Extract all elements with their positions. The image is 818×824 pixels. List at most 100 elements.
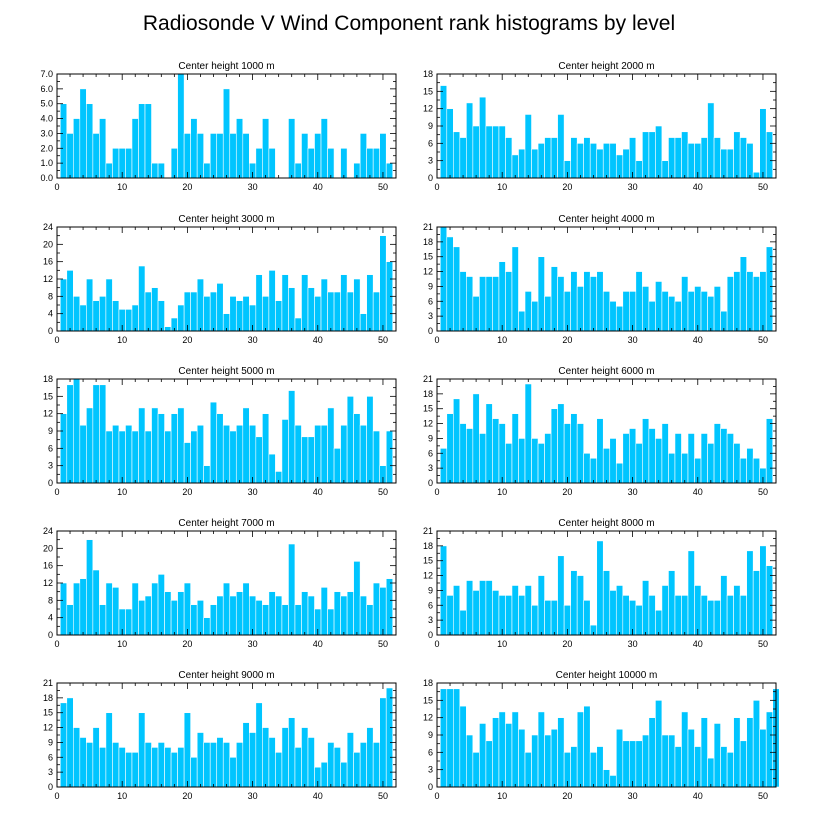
histogram-bar <box>190 756 198 788</box>
y-tick-label: 6.0 <box>40 84 53 94</box>
y-tick-label: 6 <box>428 747 433 757</box>
histogram-bar <box>746 550 754 636</box>
histogram-bar <box>479 433 487 484</box>
histogram-bar <box>583 271 591 332</box>
histogram-bar <box>138 265 146 332</box>
histogram-bar <box>177 591 185 636</box>
histogram-bar <box>707 102 715 179</box>
histogram-bar <box>739 457 747 484</box>
histogram-bar <box>99 604 107 636</box>
histogram-bar <box>707 443 715 484</box>
y-tick-label: 0 <box>428 478 433 488</box>
histogram-bar <box>151 582 159 636</box>
histogram-bar <box>550 408 558 484</box>
histogram-bar <box>642 418 650 484</box>
histogram-bar <box>765 131 774 179</box>
histogram-bar <box>713 723 721 788</box>
histogram-bar <box>596 746 604 788</box>
histogram-bar <box>131 430 139 484</box>
y-tick-label: 3 <box>428 311 433 321</box>
histogram-bar <box>700 717 708 788</box>
histogram-bar <box>759 108 767 179</box>
histogram-bar <box>327 742 335 788</box>
histogram-bar <box>609 300 617 332</box>
histogram-bar <box>609 143 617 179</box>
y-tick-label: 20 <box>43 239 53 249</box>
panel-title: Center height 3000 m <box>178 214 274 225</box>
histogram-bar <box>372 430 381 484</box>
y-tick-label: 9 <box>48 737 53 747</box>
histogram-bar <box>720 575 728 636</box>
histogram-bar <box>112 300 120 332</box>
histogram-bar <box>739 137 747 179</box>
histogram-bar <box>452 131 461 179</box>
histogram-bar <box>255 436 263 484</box>
y-tick-label: 21 <box>423 374 433 384</box>
histogram-bar <box>446 108 454 179</box>
histogram-bar <box>537 575 545 636</box>
histogram-bar <box>713 600 721 636</box>
histogram-bar <box>249 732 257 788</box>
x-tick-label: 0 <box>54 182 59 192</box>
histogram-bar <box>537 443 545 484</box>
x-tick-label: 30 <box>248 791 258 801</box>
x-tick-label: 10 <box>117 639 127 649</box>
x-tick-label: 10 <box>497 639 507 649</box>
histogram-bar <box>131 582 139 636</box>
histogram-bar <box>505 723 513 788</box>
histogram-bar <box>372 291 381 332</box>
histogram-bar <box>183 133 191 179</box>
y-tick-label: 18 <box>423 678 433 688</box>
y-tick-label: 8 <box>48 291 53 301</box>
histogram-bar <box>746 143 754 179</box>
histogram-bar <box>537 256 545 332</box>
histogram-bar <box>92 727 100 788</box>
histogram-bar <box>288 118 296 179</box>
histogram-bar <box>602 570 611 636</box>
histogram-bar <box>164 591 172 636</box>
histogram-bar <box>739 740 747 788</box>
histogram-bar <box>518 438 526 484</box>
histogram-bar <box>353 278 361 332</box>
histogram-bar <box>255 274 263 332</box>
histogram-bar <box>177 747 185 788</box>
y-tick-label: 9 <box>428 433 433 443</box>
histogram-bar <box>557 403 565 484</box>
histogram-bar <box>589 276 598 332</box>
histogram-bar <box>118 430 126 484</box>
histogram-bar <box>687 291 695 332</box>
histogram-bar <box>629 740 637 788</box>
histogram-bar <box>249 424 257 484</box>
histogram-bar <box>294 747 302 788</box>
histogram-bar <box>157 300 165 332</box>
x-tick-label: 20 <box>182 487 192 497</box>
histogram-panel: Center height 4000 m 0 10 20 30 40 50 0 3 6 9 12 15 1… <box>423 214 777 345</box>
y-tick-label: 3 <box>428 615 433 625</box>
histogram-bar <box>713 423 721 484</box>
histogram-bar <box>550 600 558 636</box>
histogram-bar <box>681 595 689 636</box>
panel-title: Center height 8000 m <box>558 518 654 529</box>
histogram-bar <box>164 326 172 332</box>
x-tick-label: 50 <box>758 182 768 192</box>
histogram-bar <box>222 742 231 788</box>
panel-title: Center height 9000 m <box>178 670 274 681</box>
histogram-bar <box>609 775 617 788</box>
histogram-bar <box>615 305 624 332</box>
histogram-bar <box>86 103 94 179</box>
x-tick-label: 50 <box>378 487 388 497</box>
histogram-bar <box>125 147 133 179</box>
histogram-bar <box>99 296 107 332</box>
histogram-bar <box>190 430 198 484</box>
histogram-bar <box>446 236 454 332</box>
histogram-bar <box>726 433 734 484</box>
y-tick-label: 6 <box>428 600 433 610</box>
x-tick-label: 40 <box>313 639 323 649</box>
x-tick-label: 40 <box>313 182 323 192</box>
y-tick-label: 12 <box>423 571 433 581</box>
histogram-bar <box>537 711 545 788</box>
histogram-bar <box>229 296 237 332</box>
histogram-bar <box>366 727 374 788</box>
histogram-bar <box>216 133 224 179</box>
histogram-bar <box>492 418 500 484</box>
